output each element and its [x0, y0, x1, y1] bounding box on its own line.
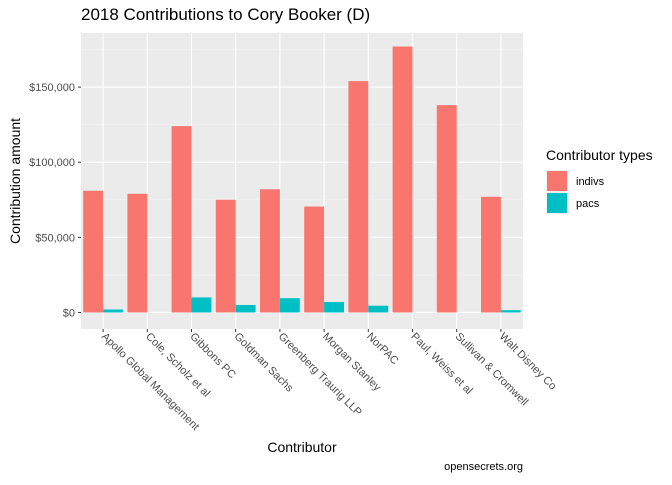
- y-tick-label: $100,000: [29, 157, 75, 169]
- chart-title: 2018 Contributions to Cory Booker (D): [81, 5, 370, 24]
- bar-indivs: [392, 46, 413, 313]
- bar-indivs: [171, 126, 192, 313]
- bar-indivs: [436, 105, 457, 313]
- y-axis-title: Contribution amount: [7, 118, 23, 244]
- x-axis-title: Contributor: [267, 439, 337, 455]
- bar-indivs: [127, 193, 148, 313]
- y-axis: $0 $50,000 $100,000 $150,000: [29, 82, 81, 319]
- legend-swatch-indivs: [547, 171, 567, 191]
- legend-label: indivs: [576, 176, 605, 188]
- bar-indivs: [83, 190, 104, 313]
- bar-pacs: [368, 305, 389, 313]
- y-tick-label: $150,000: [29, 82, 75, 94]
- legend-label: pacs: [576, 198, 600, 210]
- y-tick-label: $50,000: [35, 232, 75, 244]
- bar-indivs: [260, 189, 280, 313]
- bar-pacs: [235, 304, 256, 313]
- bar-pacs: [500, 310, 521, 313]
- bars: [83, 46, 521, 313]
- caption: opensecrets.org: [444, 461, 523, 473]
- legend-title: Contributor types: [546, 147, 653, 163]
- legend-swatch-pacs: [547, 193, 567, 213]
- bar-indivs: [481, 196, 501, 313]
- y-tick-label: $0: [63, 307, 75, 319]
- bar-pacs: [103, 309, 123, 313]
- bar-pacs: [279, 298, 300, 313]
- legend: Contributor types indivs pacs: [546, 147, 653, 214]
- bar-indivs: [348, 81, 369, 313]
- bar-indivs: [304, 206, 325, 313]
- bar-pacs: [191, 297, 212, 313]
- bar-pacs: [324, 301, 344, 313]
- bar-indivs: [215, 199, 236, 313]
